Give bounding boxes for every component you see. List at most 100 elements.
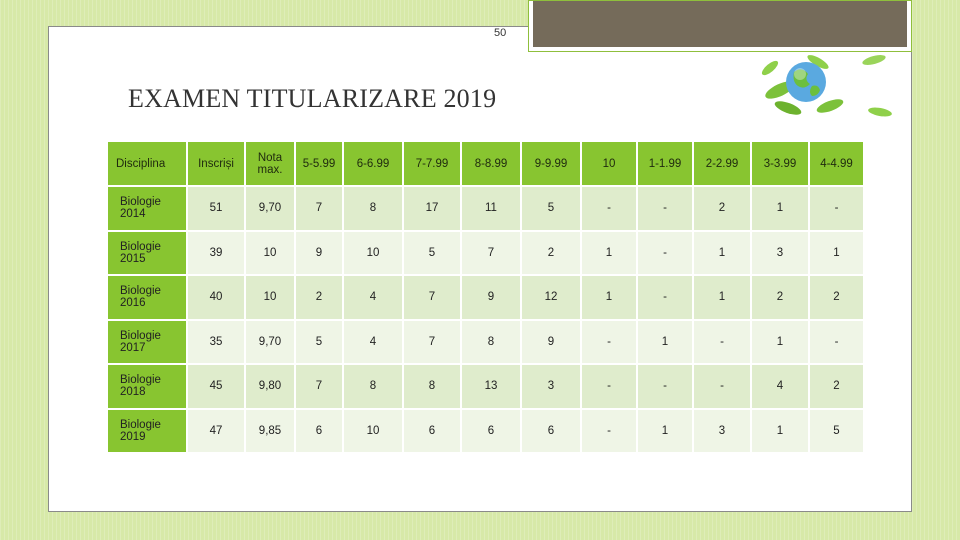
header-cell: 8-8.99	[462, 142, 520, 185]
table-row: Biologie 2019 47 9,85 6 10 6 6 6 - 1 3 1…	[108, 409, 863, 452]
table-cell: -	[582, 187, 636, 230]
page-number-tab	[528, 0, 912, 52]
table-cell: 9,70	[246, 187, 294, 230]
table-cell: 47	[188, 409, 244, 452]
table-cell: 12	[522, 276, 580, 319]
table-cell: 9	[522, 320, 580, 363]
table-cell: 7	[404, 320, 460, 363]
header-cell: 6-6.99	[344, 142, 402, 185]
table-cell: 5	[810, 409, 863, 452]
table-cell: 1	[752, 320, 808, 363]
table-cell: -	[694, 365, 750, 408]
table-cell: 17	[404, 187, 460, 230]
globe-with-leaves-icon	[761, 55, 892, 117]
table-header-row: Disciplina Inscriși Nota max. 5-5.99 6-6…	[108, 142, 863, 185]
table-cell: 8	[344, 187, 402, 230]
table-cell: 1	[638, 320, 692, 363]
table-row: Biologie 2014 51 9,70 7 8 17 11 5 - - 2 …	[108, 187, 863, 230]
table-cell: 1	[752, 409, 808, 452]
table-cell: 39	[188, 231, 244, 274]
table-row: Biologie 2018 45 9,80 7 8 8 13 3 - - - 4…	[108, 365, 863, 408]
table-cell: 10	[246, 231, 294, 274]
header-cell: Inscriși	[188, 142, 244, 185]
table-cell: 8	[462, 320, 520, 363]
table-cell: 51	[188, 187, 244, 230]
slide-title: EXAMEN TITULARIZARE 2019	[128, 84, 497, 113]
table-cell: 1	[810, 231, 863, 274]
table-cell: 9,70	[246, 320, 294, 363]
table-row: Biologie 2016 40 10 2 4 7 9 12 1 - 1 2 2	[108, 276, 863, 319]
table-cell: 4	[752, 365, 808, 408]
table-cell: 6	[296, 409, 342, 452]
table-cell: 10	[344, 231, 402, 274]
header-cell: 9-9.99	[522, 142, 580, 185]
header-cell: 2-2.99	[694, 142, 750, 185]
page-number-tab-fill	[533, 1, 907, 47]
table-cell: -	[810, 320, 863, 363]
table-cell: -	[810, 187, 863, 230]
header-cell: 3-3.99	[752, 142, 808, 185]
table-cell: 9	[462, 276, 520, 319]
table-cell: 9,85	[246, 409, 294, 452]
table-cell: 1	[694, 231, 750, 274]
table-cell: 9	[296, 231, 342, 274]
header-cell: 10	[582, 142, 636, 185]
table-cell: 2	[810, 365, 863, 408]
table-cell: 10	[344, 409, 402, 452]
row-label-cell: Biologie 2018	[108, 365, 186, 408]
table-row: Biologie 2017 35 9,70 5 4 7 8 9 - 1 - 1 …	[108, 320, 863, 363]
header-cell: Nota max.	[246, 142, 294, 185]
table-cell: 6	[462, 409, 520, 452]
header-cell: 4-4.99	[810, 142, 863, 185]
row-label-cell: Biologie 2016	[108, 276, 186, 319]
table-cell: 11	[462, 187, 520, 230]
table-cell: -	[638, 231, 692, 274]
table-cell: -	[582, 409, 636, 452]
table-cell: 8	[404, 365, 460, 408]
results-table: Disciplina Inscriși Nota max. 5-5.99 6-6…	[106, 140, 865, 454]
page-number: 50	[494, 27, 507, 39]
table-cell: -	[638, 365, 692, 408]
table-row: Biologie 2015 39 10 9 10 5 7 2 1 - 1 3 1	[108, 231, 863, 274]
row-label-cell: Biologie 2014	[108, 187, 186, 230]
table-cell: 1	[638, 409, 692, 452]
table-cell: 3	[694, 409, 750, 452]
header-cell: 5-5.99	[296, 142, 342, 185]
table-cell: 6	[522, 409, 580, 452]
table-cell: 35	[188, 320, 244, 363]
table-cell: 5	[522, 187, 580, 230]
table-cell: 5	[404, 231, 460, 274]
header-cell: 1-1.99	[638, 142, 692, 185]
table-cell: 2	[522, 231, 580, 274]
table-cell: 2	[694, 187, 750, 230]
table-cell: 8	[344, 365, 402, 408]
table-cell: -	[694, 320, 750, 363]
table-cell: -	[582, 320, 636, 363]
row-label-cell: Biologie 2015	[108, 231, 186, 274]
table-cell: 7	[462, 231, 520, 274]
table-cell: -	[582, 365, 636, 408]
row-label-cell: Biologie 2017	[108, 320, 186, 363]
table-cell: 40	[188, 276, 244, 319]
table-cell: 1	[752, 187, 808, 230]
table-cell: 1	[694, 276, 750, 319]
table-cell: 5	[296, 320, 342, 363]
table-cell: 6	[404, 409, 460, 452]
table-cell: 3	[752, 231, 808, 274]
table-cell: 7	[296, 187, 342, 230]
table-cell: -	[638, 276, 692, 319]
table-cell: 45	[188, 365, 244, 408]
table-cell: 3	[522, 365, 580, 408]
header-cell: 7-7.99	[404, 142, 460, 185]
table-cell: 4	[344, 320, 402, 363]
table-cell: 7	[404, 276, 460, 319]
table-cell: 1	[582, 231, 636, 274]
table-cell: 1	[582, 276, 636, 319]
table-cell: 2	[810, 276, 863, 319]
table-cell: 13	[462, 365, 520, 408]
table-cell: 7	[296, 365, 342, 408]
table-cell: 10	[246, 276, 294, 319]
table-cell: 4	[344, 276, 402, 319]
header-cell: Disciplina	[108, 142, 186, 185]
table-cell: -	[638, 187, 692, 230]
